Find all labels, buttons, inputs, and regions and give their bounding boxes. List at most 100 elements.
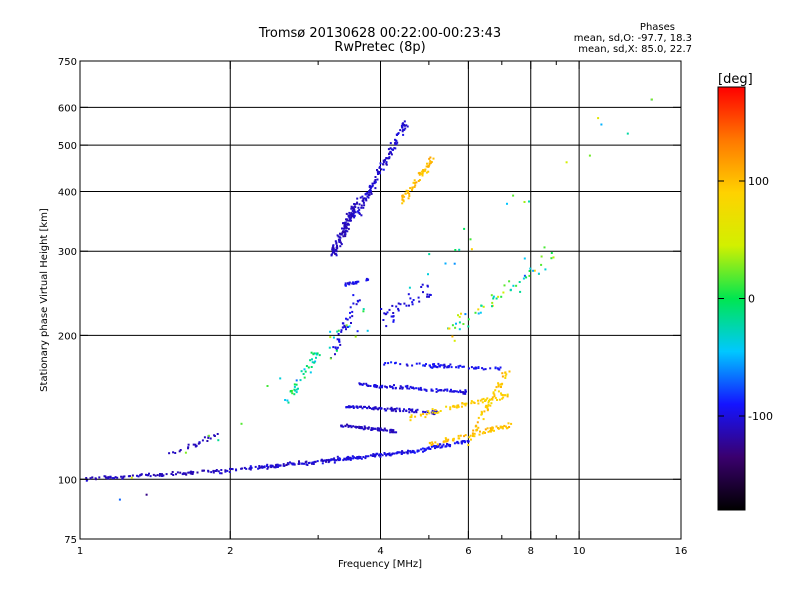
data-point [85,479,88,482]
data-point [325,460,327,463]
data-point [505,373,508,376]
data-point [418,300,421,303]
data-point [396,141,399,144]
data-point [349,457,352,460]
data-point [362,382,365,385]
data-point [389,431,392,434]
data-point [447,438,450,441]
data-point [472,434,475,437]
data-point [308,461,311,464]
data-point [274,464,277,467]
data-point [375,384,377,387]
data-point [436,366,439,369]
data-point [398,407,401,410]
data-point [489,427,492,430]
data-point [400,386,403,389]
data-point [349,306,352,309]
data-point [405,304,408,307]
data-point [293,393,296,396]
data-point [354,425,357,428]
data-point [407,197,410,200]
data-point [378,386,381,389]
data-point [109,476,112,479]
data-point [400,451,403,454]
data-point [432,363,434,366]
data-point [458,248,461,251]
data-point [191,473,194,475]
data-point [344,284,347,287]
data-point [392,319,395,322]
data-point [406,387,409,390]
data-point [422,410,425,413]
data-point [473,402,476,404]
data-point [626,132,629,135]
data-point [388,153,390,156]
data-point [187,443,190,446]
data-point [390,315,393,318]
data-point [394,147,397,150]
data-point [377,171,379,174]
data-point [391,453,393,456]
data-point [364,457,367,460]
data-point [389,454,392,457]
data-point [540,263,543,266]
data-point [384,429,387,432]
data-point [361,195,364,198]
data-point [389,150,392,153]
data-point [343,324,346,327]
data-point [367,385,370,387]
data-point [187,471,190,474]
data-point [338,236,341,239]
data-point [422,413,425,415]
data-point [118,498,121,501]
data-point [289,461,291,464]
data-point [217,470,220,473]
data-point [332,336,335,339]
data-point [481,401,484,404]
data-point [401,126,404,129]
data-point [528,200,530,203]
data-point [348,216,351,219]
data-point [441,445,444,448]
data-point [104,475,107,478]
data-point [344,221,347,224]
data-point [385,157,388,160]
data-point [345,324,348,327]
data-point [369,454,372,457]
data-point [312,353,315,356]
data-point [179,449,182,451]
data-point [450,388,452,391]
data-point [423,364,426,367]
data-point [194,445,197,448]
data-point [439,364,442,367]
data-point [479,311,482,314]
data-point [417,449,420,452]
data-point [497,383,500,386]
data-point [328,460,331,463]
data-point [496,367,499,370]
data-point [307,366,310,369]
data-point [552,256,555,259]
data-point [532,269,535,272]
data-point [418,171,421,174]
data-point [298,460,300,463]
data-point [426,165,429,168]
data-point [207,436,210,439]
data-point [266,463,269,466]
data-point [458,315,461,318]
data-point [338,241,341,243]
data-point [439,410,442,412]
data-point [380,308,383,310]
data-point [376,385,379,387]
data-point [160,473,163,476]
data-point [342,235,345,238]
data-point [452,390,455,393]
data-point [500,386,502,388]
data-point [528,274,531,277]
data-point [149,475,152,478]
data-point [172,451,175,454]
data-point [358,455,360,458]
data-point [342,425,345,428]
data-point [290,462,293,465]
data-point [286,462,289,465]
